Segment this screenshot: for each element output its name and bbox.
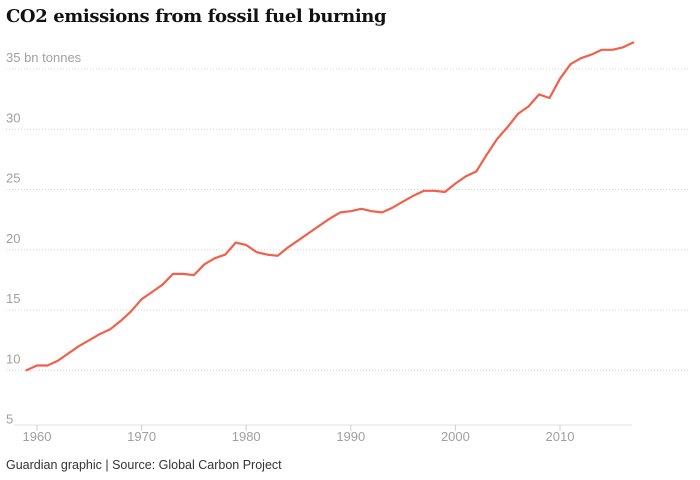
series-layer [25,41,635,372]
y-tick-label: 15 [6,291,20,306]
x-tick-label: 1980 [232,429,261,444]
x-tick-label: 1990 [336,429,365,444]
y-tick-label: 5 [6,412,13,427]
x-axis-ticks: 1960 1970 1980 1990 2000 2010 [23,425,575,444]
x-tick-label: 2010 [546,429,575,444]
y-tick-label: 20 [6,231,20,246]
chart-title: CO2 emissions from fossil fuel burning [6,6,387,27]
x-tick-label: 1960 [23,429,52,444]
series-line-co2-emissions [25,41,635,372]
y-tick-label: 30 [6,110,20,125]
source-note: Guardian graphic | Source: Global Carbon… [6,458,282,472]
y-tick-label: 25 [6,171,20,186]
x-tick-label: 1970 [127,429,156,444]
gridlines [6,68,690,426]
y-tick-label: 10 [6,351,20,366]
y-tick-label: 35 bn tonnes [6,50,82,65]
x-tick-label: 2000 [441,429,470,444]
y-axis-ticks: 5 10 15 20 25 30 35 bn tonnes [6,50,82,427]
